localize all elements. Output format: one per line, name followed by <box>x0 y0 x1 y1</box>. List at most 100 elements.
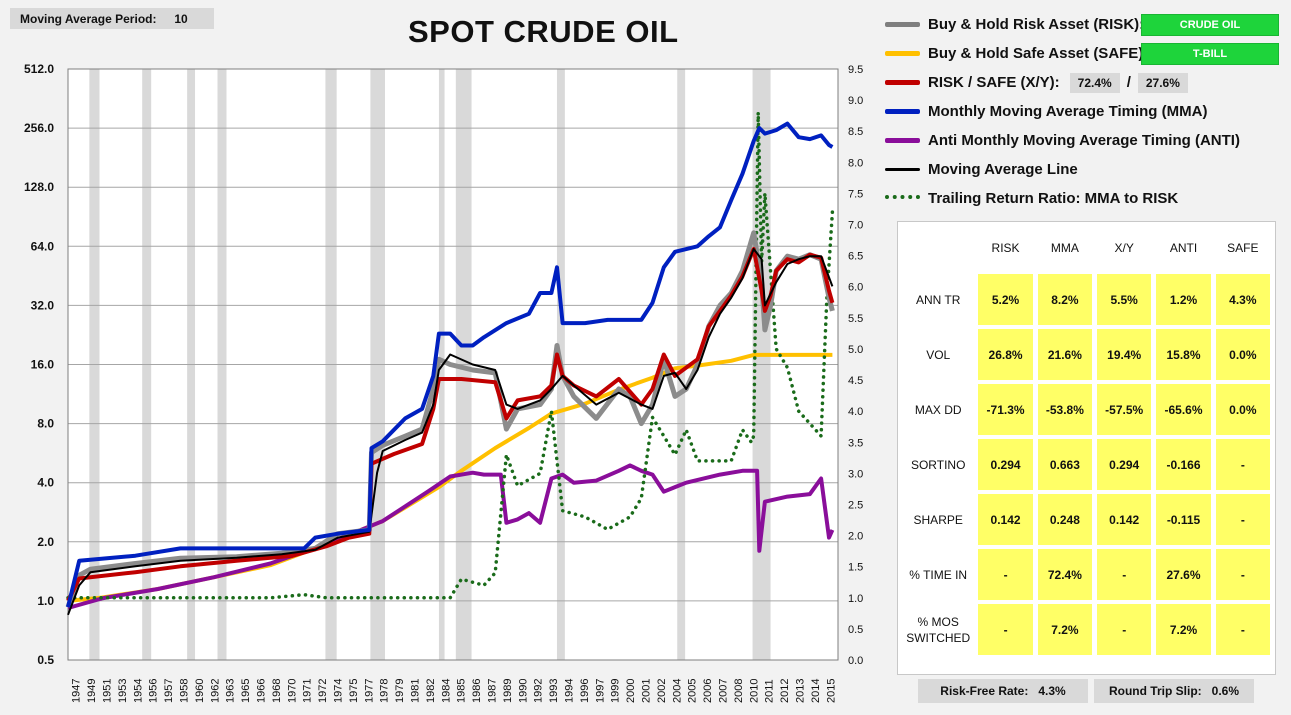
x-tick-label: 2008 <box>733 679 745 703</box>
risk-free-rate-text: Risk-Free Rate: 4.3% <box>940 684 1066 698</box>
y2-tick-label: 8.0 <box>848 157 863 169</box>
stats-cell: 8.2% <box>1037 274 1093 325</box>
stats-row-label: ANN TR <box>903 274 974 325</box>
legend-mma-label: Monthly Moving Average Timing (MMA) <box>928 103 1208 120</box>
stats-cell: -53.8% <box>1037 384 1093 435</box>
stats-cell: 0.294 <box>978 439 1033 490</box>
y2-tick-label: 3.0 <box>848 468 863 480</box>
y-tick-label: 128.0 <box>24 180 54 194</box>
legend-maline-label: Moving Average Line <box>928 161 1078 178</box>
stats-row-label: SORTINO <box>903 439 974 490</box>
stats-cell: 0.248 <box>1037 494 1093 545</box>
plot-border <box>67 68 839 661</box>
legend-trail: Trailing Return Ratio: MMA to RISK <box>885 184 1285 213</box>
x-tick-label: 2015 <box>825 679 837 703</box>
stats-row-label: % MOS SWITCHED <box>903 604 974 655</box>
y2-tick-label: 4.5 <box>848 375 863 387</box>
y2-tick-label: 7.0 <box>848 220 863 232</box>
chart-panel: Moving Average Period: 10 SPOT CRUDE OIL… <box>10 8 863 703</box>
stats-row-label-line1: % MOS <box>917 614 959 629</box>
round-trip-slip-text: Round Trip Slip: 0.6% <box>1108 684 1239 698</box>
series-trail-line <box>66 110 835 600</box>
y2-tick-label: 1.0 <box>848 593 863 605</box>
risk-free-rate-box[interactable]: Risk-Free Rate: 4.3% <box>918 679 1088 703</box>
y2-tick-label: 1.5 <box>848 562 863 574</box>
moving-average-period-value[interactable]: 10 <box>174 11 188 26</box>
y-tick-label: 1.0 <box>37 594 54 608</box>
y2-tick-label: 4.0 <box>848 406 863 418</box>
x-tick-label: 1958 <box>179 679 191 703</box>
risk-asset-badge[interactable]: CRUDE OIL <box>1141 13 1279 36</box>
x-tick-label: 1954 <box>132 679 144 703</box>
x-tick-label: 1951 <box>102 679 114 703</box>
stats-cell: - <box>1215 549 1270 600</box>
x-tick-label: 1977 <box>363 679 375 703</box>
legend-xy: RISK / SAFE (X/Y): 72.4% / 27.6% <box>885 68 1285 97</box>
x-tick-label: 1962 <box>209 679 221 703</box>
x-tick-label: 1956 <box>148 679 160 703</box>
stats-cell: 1.2% <box>1156 274 1211 325</box>
x-tick-label: 1978 <box>379 679 391 703</box>
x-tick-label: 2006 <box>702 679 714 703</box>
stats-cell: - <box>1215 439 1270 490</box>
stats-col-header: SAFE <box>1227 241 1259 255</box>
legend-mma: Monthly Moving Average Timing (MMA) <box>885 97 1285 126</box>
x-tick-label: 1997 <box>594 679 606 703</box>
y-tick-label: 64.0 <box>31 239 55 253</box>
stats-row-label-line2: SWITCHED <box>906 630 971 645</box>
legend-xy-label: RISK / SAFE (X/Y): <box>928 74 1060 91</box>
x-tick-label: 2007 <box>718 679 730 703</box>
x-tick-label: 1989 <box>502 679 514 703</box>
stats-row-sortino: SORTINO 0.294 0.663 0.294 -0.166 - <box>903 439 1270 490</box>
y2-tick-label: 3.5 <box>848 437 863 449</box>
y2-tick-label: 0.5 <box>848 624 863 636</box>
stats-cell: 5.2% <box>978 274 1033 325</box>
legend-safe-label: Buy & Hold Safe Asset (SAFE): <box>928 45 1149 62</box>
risk-allocation-box[interactable]: 72.4% <box>1069 72 1120 93</box>
x-tick-label: 1970 <box>286 679 298 703</box>
y2-tick-label: 2.0 <box>848 531 863 543</box>
stats-cell: 21.6% <box>1037 329 1093 380</box>
stats-col-header: RISK <box>991 241 1020 255</box>
stats-row-ann-tr: ANN TR 5.2% 8.2% 5.5% 1.2% 4.3% <box>903 274 1270 325</box>
x-tick-label: 1949 <box>86 679 98 703</box>
stats-row-label: VOL <box>903 329 974 380</box>
x-tick-label: 1985 <box>456 679 468 703</box>
x-tick-label: 2013 <box>795 679 807 703</box>
stats-row-label: % TIME IN <box>903 549 974 600</box>
stats-cell: -65.6% <box>1156 384 1211 435</box>
stats-cell: -0.115 <box>1156 494 1211 545</box>
y-tick-label: 8.0 <box>37 417 54 431</box>
stats-cell: 4.3% <box>1215 274 1270 325</box>
series-maline-line <box>67 248 834 616</box>
legend-anti-label: Anti Monthly Moving Average Timing (ANTI… <box>928 132 1240 149</box>
x-tick-label: 1975 <box>348 679 360 703</box>
legend-trail-label: Trailing Return Ratio: MMA to RISK <box>928 190 1179 207</box>
stats-cell: 7.2% <box>1156 604 1211 655</box>
x-tick-label: 1979 <box>394 679 406 703</box>
x-tick-label: 1965 <box>240 679 252 703</box>
stats-cell: 26.8% <box>978 329 1033 380</box>
safe-allocation-box[interactable]: 27.6% <box>1137 72 1188 93</box>
stats-header-row: RISK MMA X/Y ANTI SAFE <box>903 226 1270 270</box>
y2-tick-label: 6.0 <box>848 282 863 294</box>
stats-cell: 0.142 <box>978 494 1033 545</box>
x-tick-label: 1972 <box>317 679 329 703</box>
y2-tick-label: 5.0 <box>848 344 863 356</box>
x-tick-label: 1993 <box>548 679 560 703</box>
safe-asset-badge[interactable]: T-BILL <box>1141 42 1279 65</box>
stats-cell: 0.0% <box>1215 329 1270 380</box>
x-tick-label: 2002 <box>656 679 668 703</box>
x-tick-label: 1963 <box>225 679 237 703</box>
stats-cell: 0.294 <box>1097 439 1152 490</box>
x-tick-label: 2010 <box>748 679 760 703</box>
stats-col-header: X/Y <box>1114 241 1134 255</box>
x-tick-label: 1953 <box>117 679 129 703</box>
moving-average-period-label: Moving Average Period: <box>20 11 157 26</box>
price-chart: 512.0 256.0 128.0 64.0 32.0 16.0 8.0 4.0 2.0 1.0 0… <box>24 62 863 703</box>
stats-row-mos-switched: % MOS SWITCHED - 7.2% - 7.2% - <box>903 604 1270 655</box>
moving-average-period-box[interactable]: Moving Average Period: 10 <box>10 8 214 29</box>
round-trip-slip-box[interactable]: Round Trip Slip: 0.6% <box>1094 679 1254 703</box>
stats-row-label: MAX DD <box>903 384 974 435</box>
y-tick-label: 4.0 <box>37 476 54 490</box>
